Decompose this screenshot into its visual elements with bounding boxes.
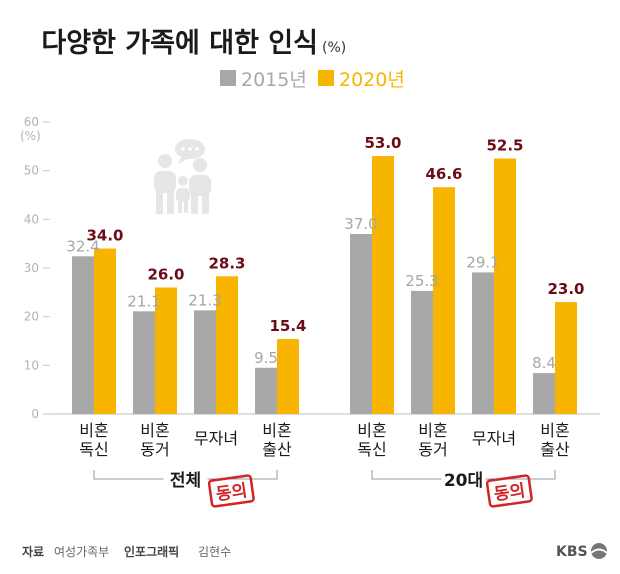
- agree-stamp: 동의: [485, 474, 533, 508]
- bar-2020: [277, 339, 299, 414]
- group-bracket-left: [93, 470, 164, 480]
- legend-label-2020: 2020년: [339, 69, 405, 91]
- bar-2020: [155, 287, 177, 414]
- category-label: 비혼 동거: [418, 421, 447, 459]
- value-label-2015: 21.1: [127, 292, 160, 310]
- labels: 32.434.0 비혼 독신 21.1 26.0 비혼 동거 21.3 28.3 무자녀 9.5 15…: [66, 134, 585, 508]
- category-label: 무자녀: [472, 429, 516, 448]
- bar-2020: [494, 158, 516, 414]
- y-tick-label: 40: [24, 212, 39, 226]
- value-label-2020: 46.6: [425, 165, 462, 183]
- bar-2015: [350, 233, 372, 414]
- value-label-2015: 8.4: [532, 354, 556, 372]
- y-tick-label: 0: [31, 407, 39, 421]
- agree-stamp-text: 동의: [493, 481, 527, 505]
- value-label-2020: 26.0: [147, 265, 184, 283]
- chart-title: 다양한 가족에 대한 인식: [41, 28, 318, 59]
- y-tick-label: 20: [24, 310, 39, 324]
- y-tick-label: 10: [24, 358, 39, 372]
- legend-swatch-2015: [220, 70, 236, 86]
- y-axis-unit: (%): [20, 129, 41, 143]
- speech-bubble-icon: [175, 139, 205, 164]
- legend: 2015년 2020년: [220, 69, 405, 91]
- value-label-2020: 15.4: [269, 317, 306, 335]
- footer-graphic-label: 인포그래픽: [124, 544, 179, 559]
- category-label: 비혼 독신: [357, 421, 386, 459]
- value-label-2015: 21.3: [188, 291, 221, 309]
- bar-2020: [433, 187, 455, 414]
- bar-2020: [372, 156, 394, 415]
- bar-2020: [555, 302, 577, 414]
- bar-2015: [533, 373, 555, 414]
- value-label-2020: 28.3: [208, 254, 245, 272]
- legend-label-2015: 2015년: [241, 69, 307, 91]
- value-label-2015: 37.0: [344, 215, 377, 233]
- footer-graphic: 김현수: [198, 545, 231, 559]
- legend-swatch-2020: [318, 70, 334, 86]
- bar-2020: [216, 276, 238, 414]
- y-tick-label: 30: [24, 261, 39, 275]
- value-label-2015: 29.1: [466, 253, 499, 271]
- category-label: 비혼 독신: [79, 421, 108, 459]
- bar-2015: [411, 290, 433, 414]
- category-label: 비혼 동거: [140, 421, 169, 459]
- bar-2020: [94, 248, 116, 414]
- family-icon: [154, 154, 211, 214]
- value-label-2020: 52.5: [486, 137, 523, 155]
- group-label: 20대: [444, 471, 483, 491]
- category-label: 비혼 출산: [262, 421, 292, 459]
- value-label-2015: 25.3: [405, 272, 438, 290]
- agree-stamp-text: 동의: [215, 481, 249, 505]
- value-label-2015: 32.4: [66, 237, 99, 255]
- category-label: 무자녀: [194, 429, 238, 448]
- agree-stamp-border: [207, 474, 255, 508]
- group-label: 전체: [170, 471, 201, 491]
- value-label-2020: 34.0: [86, 227, 123, 245]
- kbs-logo-icon: [590, 543, 608, 559]
- bar-2015: [194, 310, 216, 414]
- footer-source-label: 자료: [22, 544, 44, 559]
- bar-2015: [72, 256, 94, 414]
- kbs-logo-text: KBS: [556, 544, 588, 560]
- bars: [72, 156, 577, 415]
- value-label-2020: 23.0: [547, 280, 584, 298]
- bar-2015: [255, 367, 277, 414]
- group-bracket-left: [371, 470, 442, 480]
- group-bracket-right: [207, 470, 278, 480]
- y-tick-label: 60: [24, 115, 39, 129]
- footer-source: 여성가족부: [54, 545, 109, 559]
- agree-stamp-border: [485, 474, 533, 508]
- bar-2015: [472, 272, 494, 414]
- chart-unit: (%): [322, 40, 346, 56]
- value-label-2015: 9.5: [254, 349, 278, 367]
- y-tick-label: 50: [24, 164, 39, 178]
- group-bracket-right: [485, 470, 556, 480]
- agree-stamp: 동의: [207, 474, 255, 508]
- value-label-2020: 53.0: [364, 134, 401, 152]
- category-label: 비혼 출산: [540, 421, 570, 459]
- bar-2015: [133, 311, 155, 414]
